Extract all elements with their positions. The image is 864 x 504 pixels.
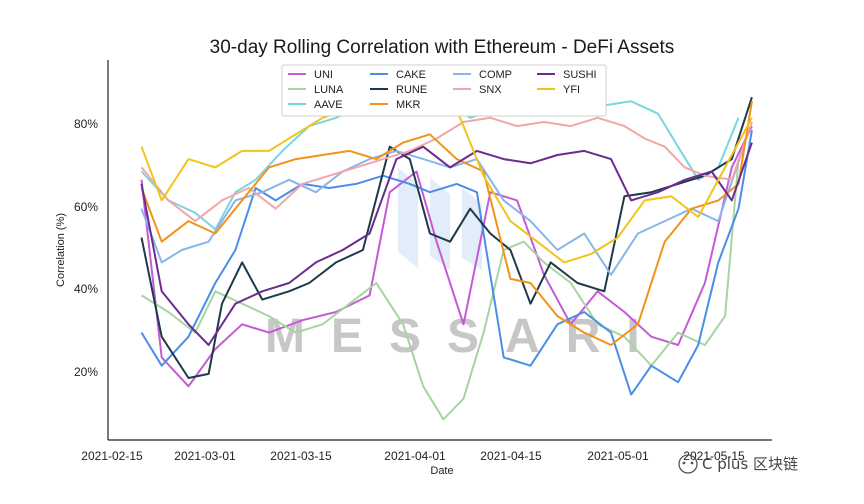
series-line-comp: [140, 142, 747, 276]
y-tick-label: 60%: [74, 200, 98, 214]
wechat-icon-eye: [690, 461, 694, 465]
y-tick-label: 20%: [74, 365, 98, 379]
legend-label-snx: SNX: [479, 84, 502, 96]
legend-label-yfi: YFI: [563, 84, 580, 96]
chart-title: 30-day Rolling Correlation with Ethereum…: [210, 37, 675, 58]
legend-label-mkr: MKR: [396, 99, 421, 111]
watermark-logo: [398, 168, 482, 270]
x-tick-label: 2021-02-15: [81, 449, 143, 463]
series-line-rune: [140, 96, 753, 379]
y-tick-label: 80%: [74, 117, 98, 131]
x-tick-label: 2021-05-01: [587, 449, 649, 463]
legend-label-uni: UNI: [314, 69, 333, 81]
x-tick-label: 2021-04-01: [384, 449, 446, 463]
legend-label-rune: RUNE: [396, 84, 427, 96]
credit-text: C plus 区块链: [702, 455, 798, 473]
wechat-icon: [678, 454, 698, 474]
legend-label-luna: LUNA: [314, 84, 344, 96]
series-line-sushi: [140, 142, 753, 346]
legend: UNI LUNA AAVE CAKE RUNE MKR COMP SNX SUSHI YFI: [281, 64, 607, 117]
series-line-uni: [140, 125, 753, 388]
x-axis-label: Date: [430, 465, 453, 477]
x-tick-label: 2021-04-15: [480, 449, 542, 463]
legend-label-comp: COMP: [479, 69, 512, 81]
wechat-icon-eye: [682, 461, 686, 465]
x-ticks: 2021-02-15 2021-03-01 2021-03-15 2021-04…: [81, 449, 745, 463]
y-axis-label: Correlation (%): [55, 213, 67, 287]
legend-box: [281, 64, 607, 117]
x-tick-label: 2021-05-15: [683, 449, 745, 463]
series-line-mkr: [140, 101, 753, 346]
legend-label-aave: AAVE: [314, 99, 343, 111]
legend-label-sushi: SUSHI: [563, 69, 597, 81]
legend-items: UNI LUNA AAVE CAKE RUNE MKR COMP SNX SUSHI YFI: [288, 69, 597, 111]
x-tick-label: 2021-03-15: [270, 449, 332, 463]
series-line-snx: [140, 116, 753, 223]
series-line-cake: [140, 130, 753, 396]
credit: C plus 区块链: [678, 454, 798, 474]
axes: [107, 60, 772, 441]
y-tick-label: 40%: [74, 282, 98, 296]
x-tick-label: 2021-03-01: [174, 449, 236, 463]
y-ticks: 20% 40% 60% 80%: [74, 117, 98, 379]
legend-label-cake: CAKE: [396, 69, 426, 81]
watermark-text: MESSARI: [265, 310, 666, 363]
series-line-luna: [140, 159, 740, 421]
